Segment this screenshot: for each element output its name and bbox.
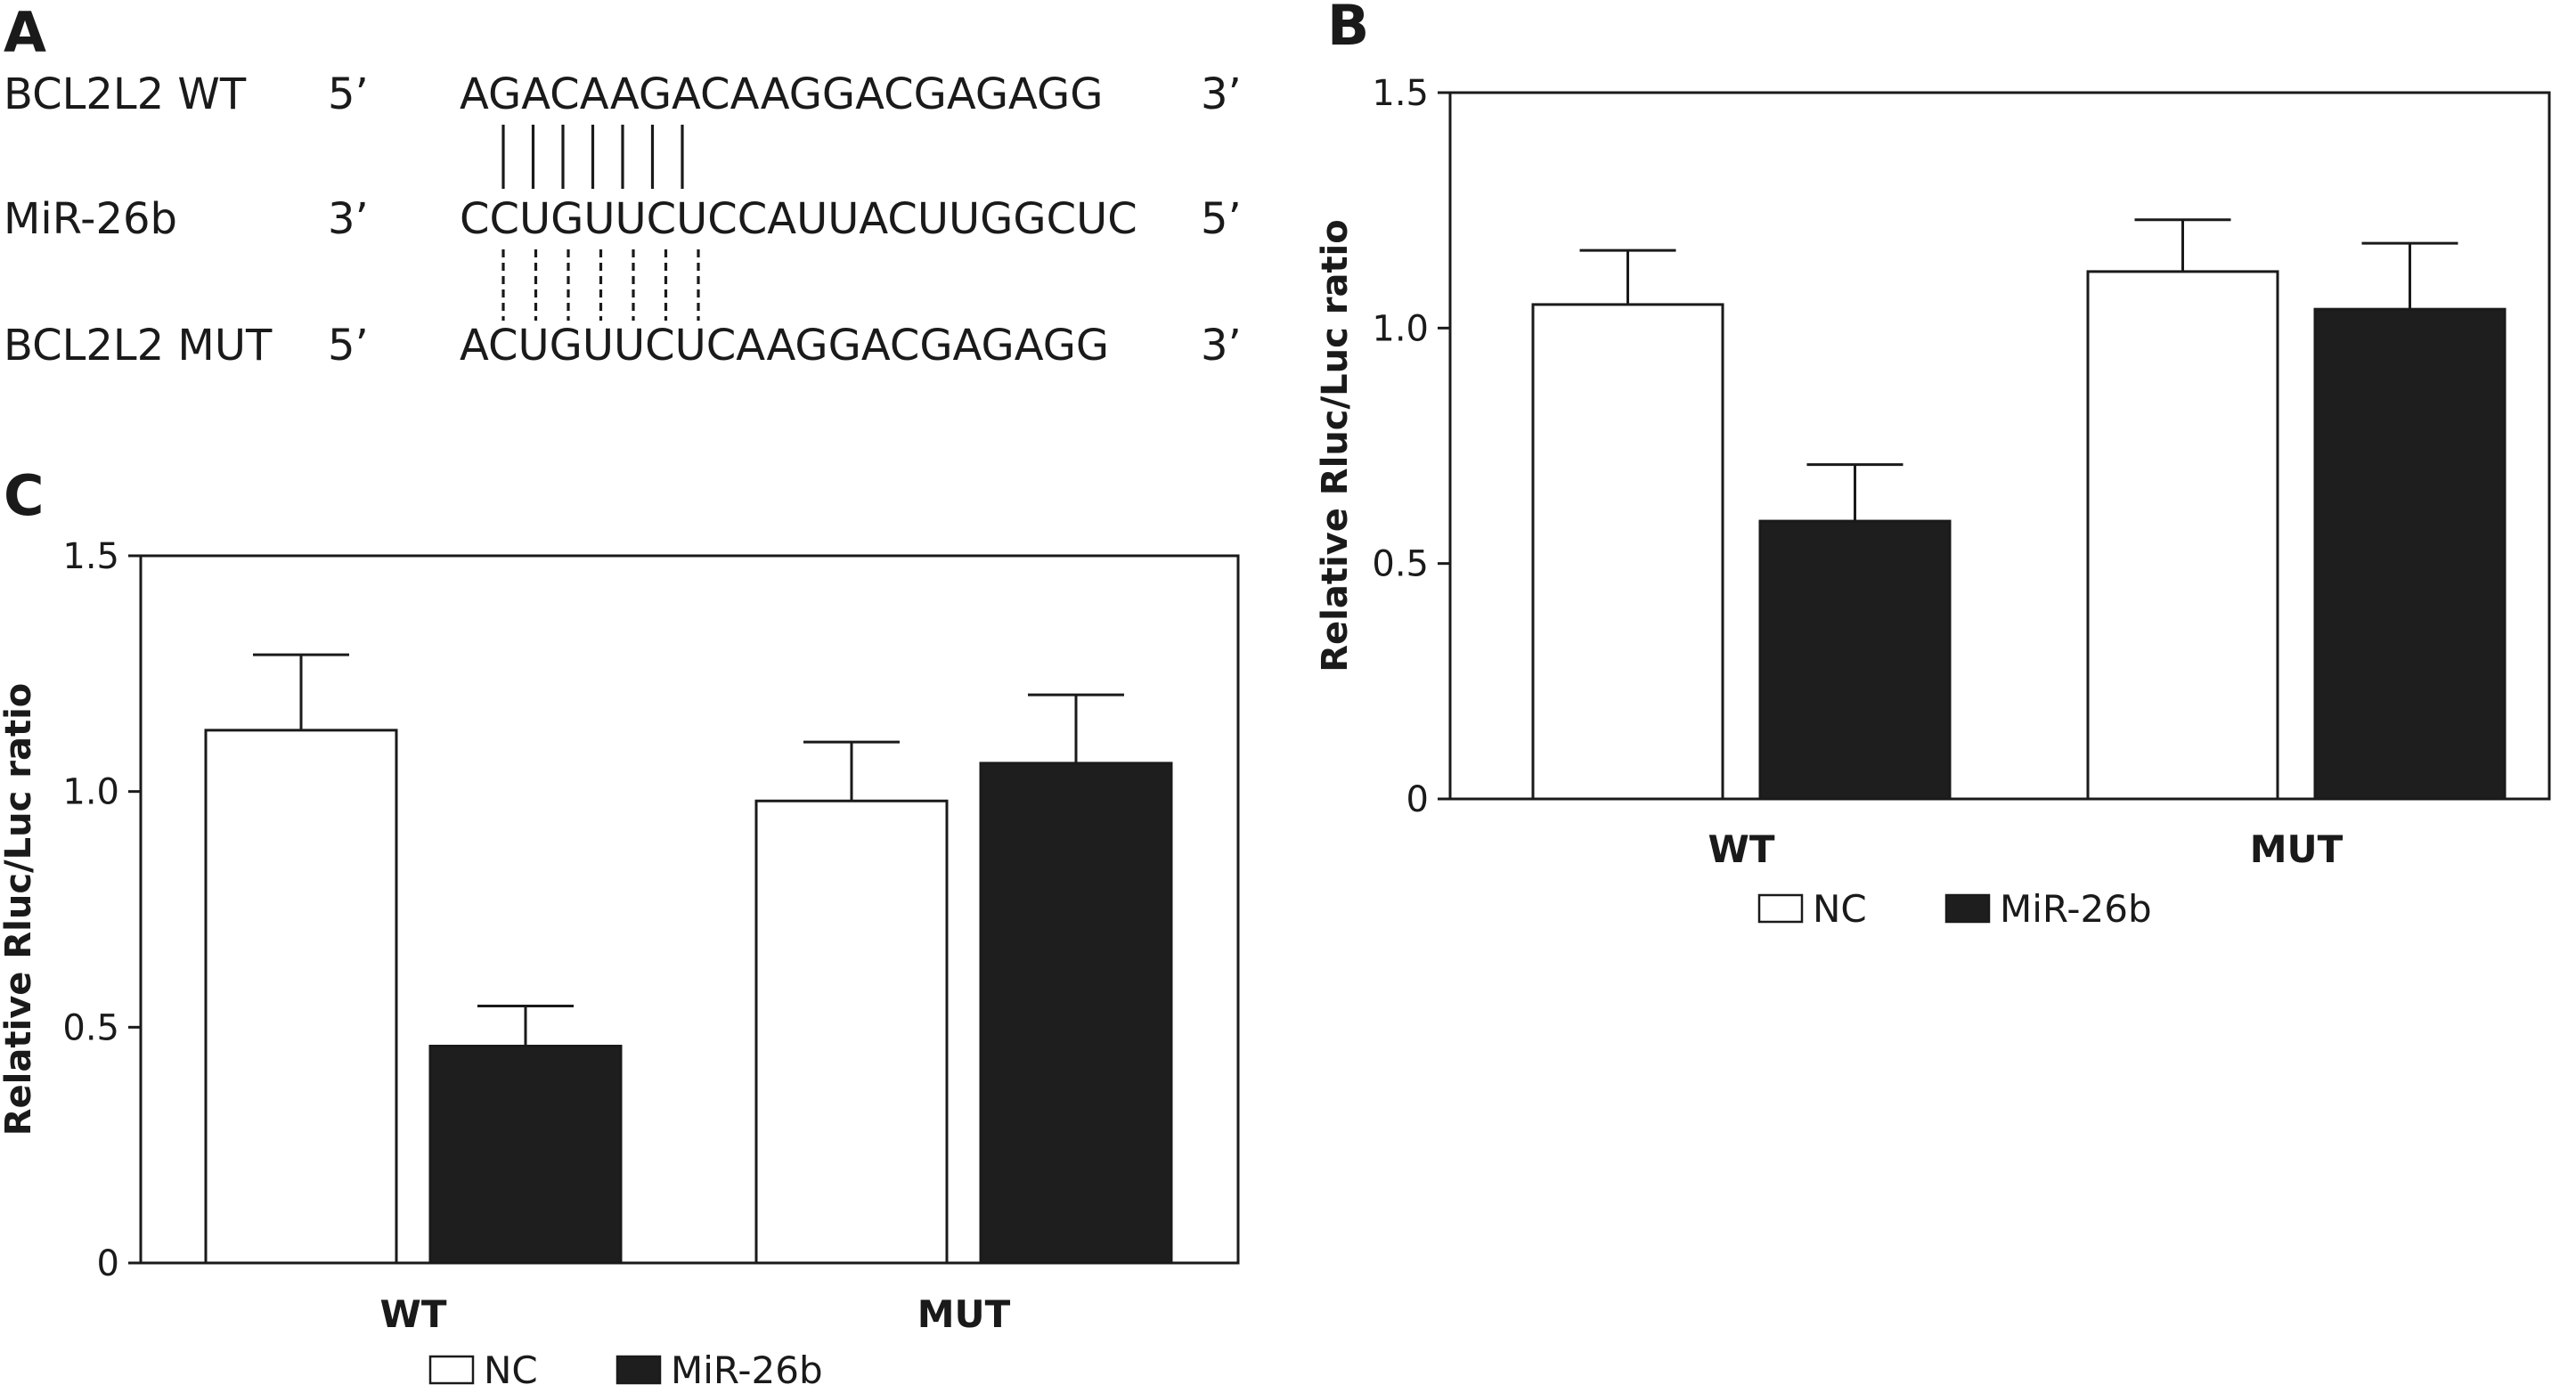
panel-b-legend-swatch: [1944, 893, 1991, 924]
panel-c-bar-wt-nc: [204, 729, 398, 1265]
panel-c-y-tick-label: 1.0: [62, 772, 119, 813]
panel-b-y-tick-label: 0.5: [1372, 544, 1429, 585]
panel-b-bar-mut-nc: [2086, 270, 2279, 801]
row-mir-right-end: 5’: [1201, 194, 1242, 244]
panel-c-category-label: WT: [380, 1292, 447, 1336]
panel-b-bar-wt-mir-26b: [1758, 519, 1952, 801]
row-wt-name: BCL2L2 WT: [4, 69, 247, 119]
row-mir-sequence: CCUGUUCUCCAUUACUUGGCUC: [460, 194, 1137, 244]
row-mut-name: BCL2L2 MUT: [4, 321, 273, 371]
row-mut-left-end: 5’: [328, 321, 369, 371]
row-wt-left-end: 5’: [328, 69, 369, 119]
row-mir-left-end: 3’: [328, 194, 369, 244]
panel-b-category-label: MUT: [2250, 827, 2344, 871]
panel-c-y-tick-label: 0.5: [62, 1007, 119, 1048]
panel-c-letter: C: [4, 463, 45, 528]
row-wt-right-end: 3’: [1201, 69, 1242, 119]
panel-b-bar-mut-mir-26b: [2313, 307, 2507, 801]
panel-c-legend-label: MiR-26b: [671, 1348, 823, 1389]
row-mir-name: MiR-26b: [4, 194, 177, 244]
panel-b-legend-label: NC: [1813, 887, 1867, 931]
panel-b-category-label: WT: [1708, 827, 1775, 871]
panel-c-plot-frame: [139, 554, 1240, 1265]
panel-c-chart: C 0 0.5 1.0 1.5 Relative Rluc/Luc ratio WT MUT…: [0, 463, 1240, 1392]
panel-a-letter: A: [4, 0, 46, 65]
panel-b-y-tick-label: 0: [1406, 779, 1429, 820]
panel-c-bar-wt-mir-26b: [428, 1045, 623, 1265]
panel-b-plot-frame: [1448, 91, 2551, 801]
panel-c-legend-swatch: [615, 1355, 662, 1385]
panel-c-legend-swatch: [428, 1355, 475, 1385]
panel-b-y-tick-label: 1.0: [1372, 308, 1429, 349]
panel-c-y-axis-label: Relative Rluc/Luc ratio: [0, 683, 39, 1136]
panel-c-bar-mut-mir-26b: [979, 762, 1173, 1265]
row-mut-sequence: ACUGUUCUCAAGGACGAGAGG: [460, 321, 1109, 371]
panel-c-y-tick-label: 1.5: [62, 536, 119, 577]
panel-b-y-tick-label: 1.5: [1372, 73, 1429, 114]
panel-b-legend-swatch: [1757, 893, 1804, 924]
mut-base-pair-lines: [501, 249, 700, 321]
panel-c-y-tick-label: 0: [97, 1243, 119, 1284]
panel-b-bar-wt-nc: [1531, 303, 1724, 801]
panel-b-legend-label: MiR-26b: [2000, 887, 2152, 931]
panel-b-chart: B 0 0.5 1.0 1.5 Relative Rluc/Luc ratio WT MUT…: [1315, 0, 2551, 931]
panel-c-category-label: MUT: [917, 1292, 1011, 1336]
panel-b-letter: B: [1327, 0, 1369, 58]
panel-b-y-axis-label: Relative Rluc/Luc ratio: [1315, 219, 1356, 672]
row-wt-sequence: AGACAAGACAAGGACGAGAGG: [460, 69, 1103, 119]
panel-c-bar-mut-nc: [754, 799, 949, 1265]
panel-c-legend-label: NC: [484, 1348, 538, 1389]
wt-base-pair-lines: [501, 125, 684, 189]
panel-a-sequence-alignment: A BCL2L2 WT 5’ AGACAAGACAAGGACGAGAGG 3’ …: [4, 0, 1242, 371]
row-mut-right-end: 3’: [1201, 321, 1242, 371]
